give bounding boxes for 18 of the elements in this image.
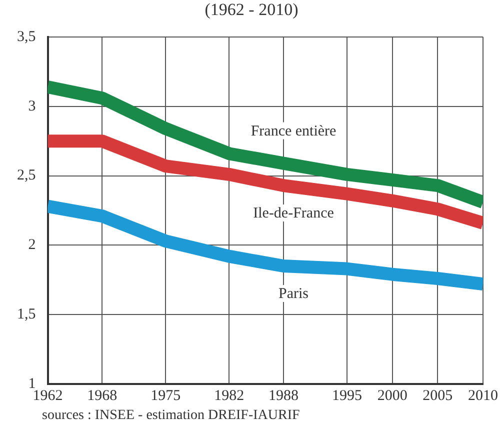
y-tick-label: 2,5 <box>17 168 36 184</box>
y-tick-label: 1,5 <box>17 306 36 323</box>
series-label: Paris <box>278 286 309 302</box>
source-note: sources : INSEE - estimation DREIF-IAURIF <box>42 408 300 424</box>
x-tick-label: 2005 <box>422 388 453 404</box>
x-tick-label: 2000 <box>377 388 408 404</box>
x-tick-label: 1975 <box>150 388 181 404</box>
series-label: Ile-de-France <box>253 206 334 222</box>
y-tick-label: 3,5 <box>17 28 36 45</box>
y-tick-label: 3 <box>28 98 36 114</box>
y-tick-label: 2 <box>28 237 36 254</box>
x-tick-label: 1988 <box>268 388 299 404</box>
x-tick-label: 1968 <box>87 388 118 404</box>
x-tick-label: 1982 <box>214 388 244 404</box>
x-tick-label: 2010 <box>468 388 498 404</box>
x-tick-label: 1995 <box>332 388 362 404</box>
series-label: France entière <box>250 123 337 140</box>
chart-title: (1962 - 2010) <box>204 0 300 20</box>
